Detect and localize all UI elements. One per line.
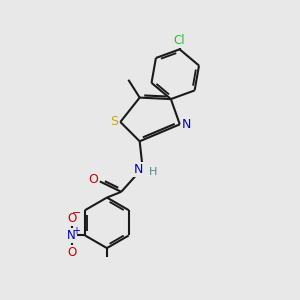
Text: O: O xyxy=(67,246,76,259)
Text: O: O xyxy=(88,173,98,186)
Text: N: N xyxy=(182,118,191,131)
Text: −: − xyxy=(72,208,82,218)
Text: N: N xyxy=(134,163,143,176)
Text: S: S xyxy=(110,116,118,128)
Text: +: + xyxy=(72,226,80,236)
Text: H: H xyxy=(148,167,157,177)
Text: O: O xyxy=(67,212,76,225)
Text: N: N xyxy=(67,229,76,242)
Text: Cl: Cl xyxy=(174,34,185,47)
